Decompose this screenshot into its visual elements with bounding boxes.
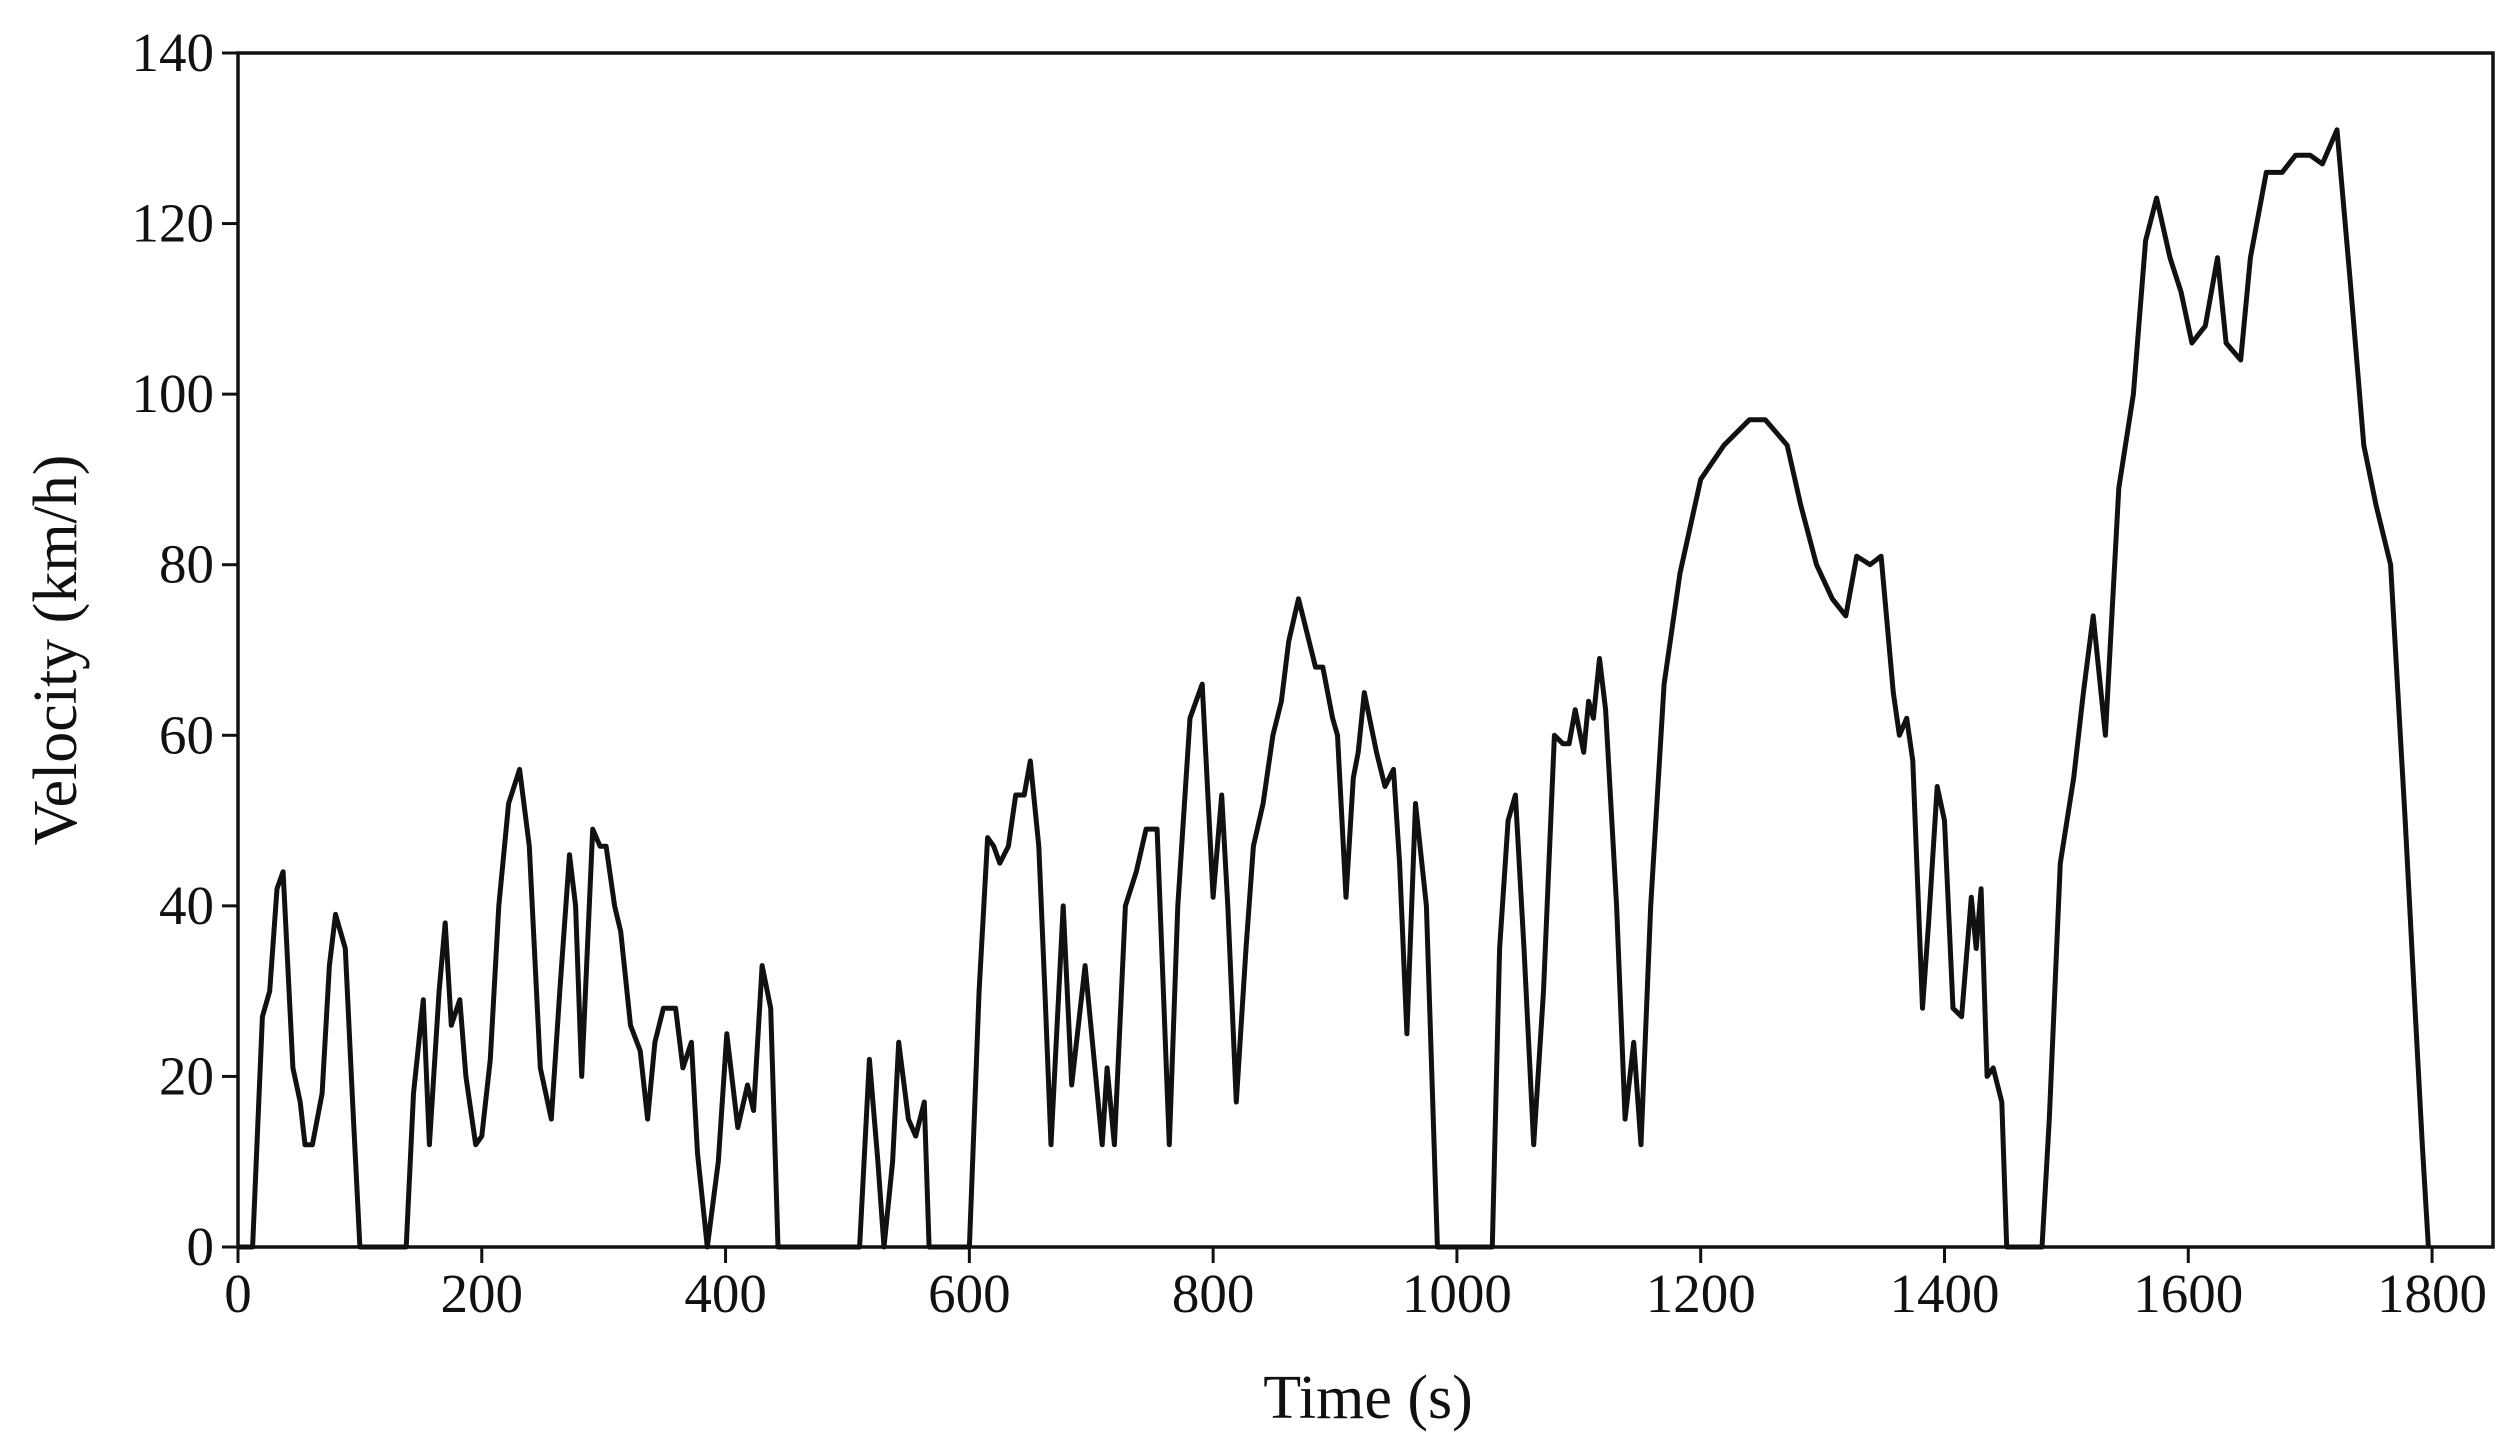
plot-frame [236, 51, 2495, 1249]
y-tick-label: 100 [132, 363, 215, 424]
x-axis-title: Time (s) [1263, 1364, 1473, 1432]
y-axis-title: Velocity (km/h) [22, 455, 90, 846]
x-tick-label: 200 [441, 1263, 524, 1324]
y-tick-label: 60 [159, 704, 214, 765]
y-tick-label: 40 [159, 875, 214, 936]
x-tick-label: 1600 [2133, 1263, 2243, 1324]
x-tick-label: 1800 [2377, 1263, 2487, 1324]
x-tick-label: 600 [928, 1263, 1011, 1324]
y-tick-label: 80 [159, 534, 214, 595]
y-tick-label: 0 [187, 1216, 215, 1277]
x-tick-label: 1200 [1646, 1263, 1756, 1324]
x-tick-label: 400 [684, 1263, 767, 1324]
data-line [238, 127, 2431, 1250]
x-tick-label: 1000 [1402, 1263, 1512, 1324]
x-tick-label: 1400 [1889, 1263, 1999, 1324]
y-tick-label: 120 [132, 193, 215, 254]
y-tick-label: 20 [159, 1045, 214, 1106]
x-tick-label: 0 [224, 1263, 252, 1324]
y-tick-label: 140 [132, 22, 215, 83]
x-tick-label: 800 [1172, 1263, 1255, 1324]
